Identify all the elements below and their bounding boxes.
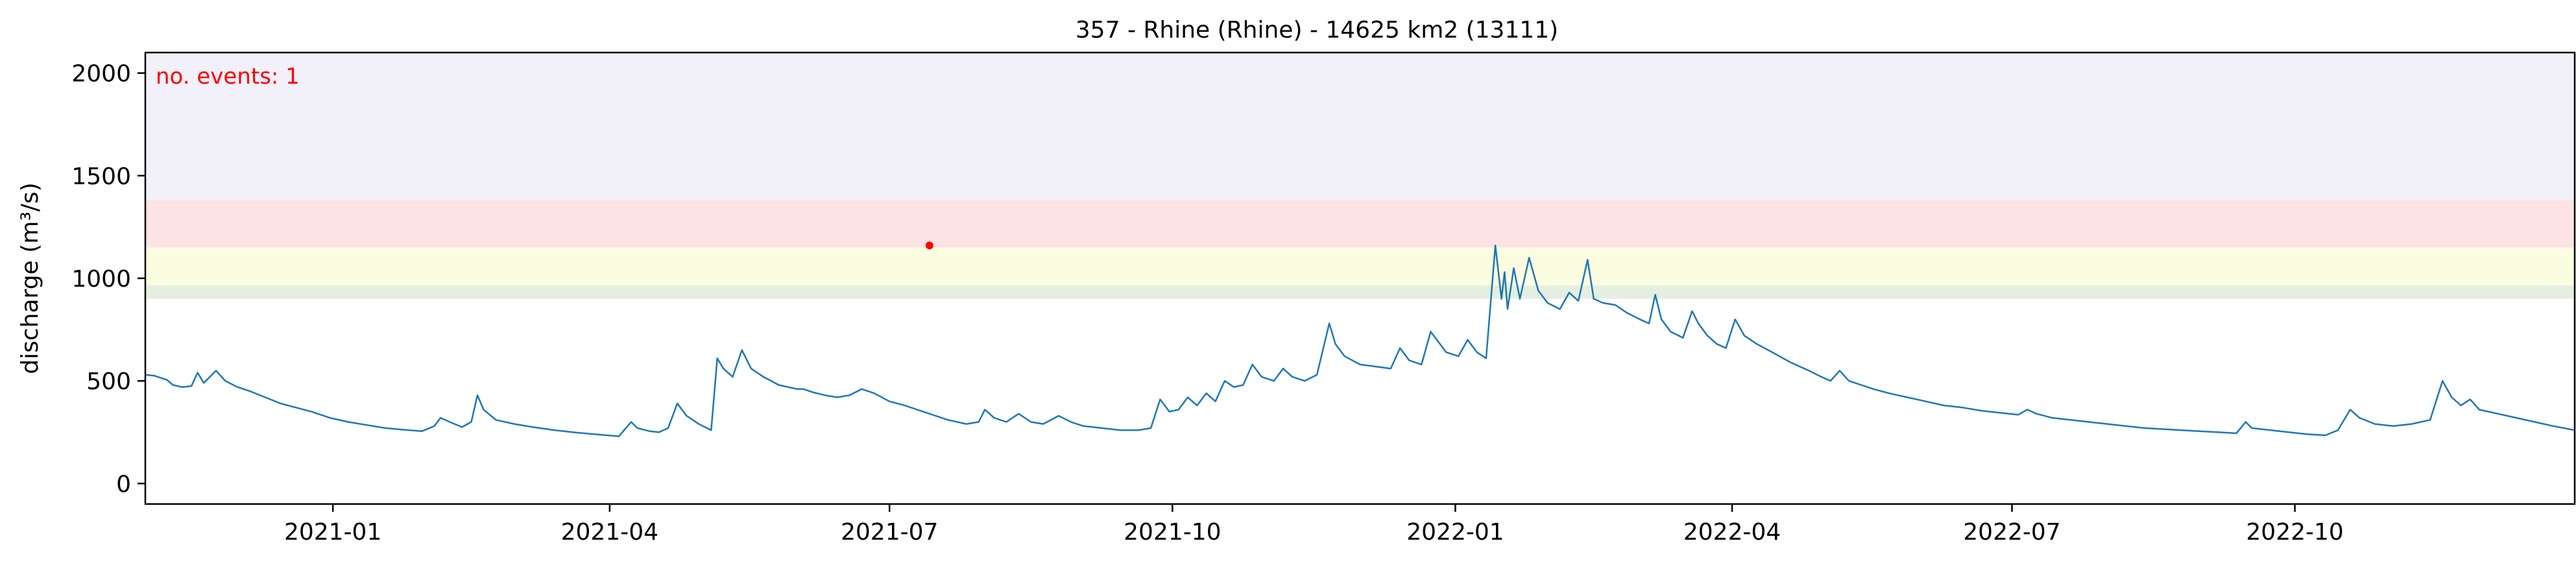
x-tick-label: 2021-10 (1124, 519, 1221, 546)
y-axis-label: discharge (m³/s) (17, 182, 43, 374)
x-tick-label: 2022-07 (1963, 519, 2060, 546)
x-tick-label: 2021-01 (284, 519, 381, 546)
y-tick-label: 500 (86, 368, 131, 395)
discharge-series-line (145, 245, 2575, 437)
event-markers (925, 241, 933, 250)
event-count-annotation: no. events: 1 (156, 64, 300, 90)
threshold-band-4 (145, 53, 2575, 200)
y-tick-label: 1500 (71, 163, 131, 190)
y-tick-label: 2000 (71, 61, 131, 88)
x-tick-label: 2021-07 (841, 519, 938, 546)
threshold-bands (145, 53, 2575, 299)
y-tick-label: 1000 (71, 266, 131, 293)
threshold-band-3 (145, 200, 2575, 248)
x-tick-label: 2022-04 (1683, 519, 1781, 546)
y-axis-ticks: 0 500 1000 1500 2000 (71, 61, 145, 498)
y-tick-label: 0 (116, 471, 131, 498)
event-point (925, 241, 933, 250)
threshold-band-2 (145, 247, 2575, 286)
x-tick-label: 2021-04 (561, 519, 658, 546)
chart-title: 357 - Rhine (Rhine) - 14625 km2 (13111) (1076, 17, 1558, 43)
series-layer (145, 245, 2575, 437)
x-axis-ticks: 2021-01 2021-04 2021-07 2021-10 2022-01 2022-… (284, 504, 2344, 546)
threshold-band-1 (145, 285, 2575, 299)
x-tick-label: 2022-01 (1406, 519, 1504, 546)
x-tick-label: 2022-10 (2246, 519, 2343, 546)
